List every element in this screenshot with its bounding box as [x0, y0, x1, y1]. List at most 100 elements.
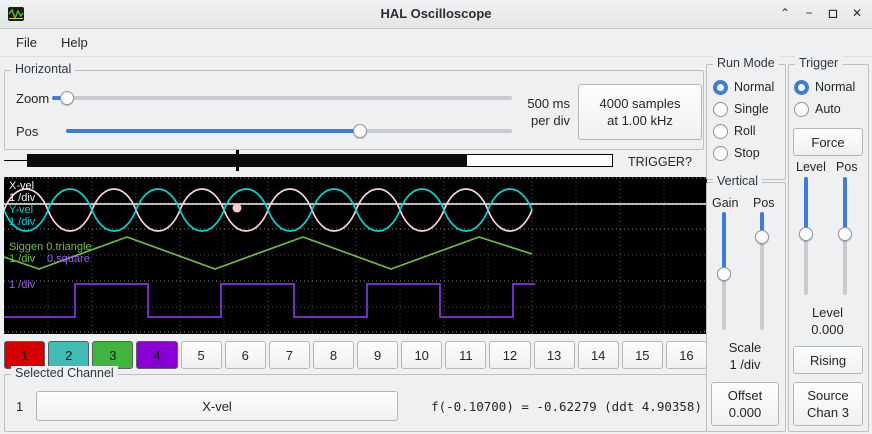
- force-button[interactable]: Force: [793, 128, 863, 156]
- channel-button-1[interactable]: 1: [4, 341, 46, 369]
- channel-button-15[interactable]: 15: [621, 341, 663, 369]
- vertical-gain-slider-handle[interactable]: [717, 267, 731, 281]
- trigger-point-dot[interactable]: [232, 203, 242, 213]
- trigger-edge-button[interactable]: Rising: [793, 346, 863, 374]
- ch4-trace: [4, 283, 535, 318]
- zoom-slider-fill: [52, 96, 67, 100]
- scope-display[interactable]: [3, 177, 707, 334]
- radio-icon[interactable]: [713, 79, 728, 95]
- radio-label: Single: [734, 102, 769, 116]
- menu-help[interactable]: Help: [60, 35, 88, 50]
- run-mode-option-normal[interactable]: Normal: [713, 79, 774, 95]
- samples-button[interactable]: 4000 samples at 1.00 kHz: [578, 84, 702, 140]
- zoom-slider-handle[interactable]: [60, 91, 74, 105]
- radio-label: Normal: [734, 80, 775, 94]
- samples-rate: at 1.00 kHz: [607, 113, 673, 128]
- capture-data-extent[interactable]: [27, 154, 467, 167]
- ch2-div-label: 1 /div: [9, 216, 36, 228]
- channel-button-13[interactable]: 13: [533, 341, 575, 369]
- trigger-position-marker[interactable]: [236, 150, 239, 171]
- run-mode-group: Run Mode: [706, 56, 786, 180]
- selected-channel-name-label: X-vel: [202, 398, 232, 414]
- vertical-pos-slider[interactable]: [755, 212, 769, 330]
- trigger-option-normal[interactable]: Normal: [794, 79, 855, 95]
- run-mode-option-roll[interactable]: Roll: [713, 123, 756, 139]
- ch2-name-label: Y-vel: [9, 204, 34, 216]
- vertical-scale-label: Scale: [728, 340, 762, 355]
- radio-icon[interactable]: [713, 101, 728, 117]
- trigger-source-value: Chan 3: [807, 405, 849, 420]
- channel-button-5[interactable]: 5: [180, 341, 222, 369]
- vertical-gain-slider-label: Gain: [712, 196, 739, 210]
- trigger-pos-slider-handle[interactable]: [838, 227, 852, 241]
- ch3-trace: [3, 236, 533, 270]
- channel-button-7[interactable]: 7: [268, 341, 310, 369]
- trigger-question-label: TRIGGER?: [628, 155, 692, 169]
- ch4-div-label: 1 /div: [9, 279, 36, 291]
- trigger-pos-slider[interactable]: [838, 177, 852, 295]
- titlebar[interactable]: HAL Oscilloscope ⌃ − ◻ ✕: [0, 0, 872, 29]
- channel-button-10[interactable]: 10: [401, 341, 443, 369]
- channel-button-9[interactable]: 9: [357, 341, 399, 369]
- trigger-source-button[interactable]: Source Chan 3: [793, 382, 863, 426]
- radio-label: Roll: [734, 124, 756, 138]
- channel-button-12[interactable]: 12: [489, 341, 531, 369]
- channel-button-11[interactable]: 11: [445, 341, 487, 369]
- radio-icon[interactable]: [794, 101, 809, 117]
- zoom-label: Zoom: [16, 91, 50, 106]
- capture-view-window[interactable]: [466, 154, 613, 167]
- trigger-level-slider[interactable]: [799, 177, 813, 295]
- vertical-gain-slider[interactable]: [717, 212, 731, 330]
- timebase-per-div-value: 500 ms: [527, 96, 570, 111]
- pos-slider[interactable]: [66, 123, 512, 139]
- vertical-gain-slider-fill: [722, 212, 726, 274]
- trigger-level-slider-handle[interactable]: [799, 227, 813, 241]
- radio-icon[interactable]: [794, 79, 809, 95]
- channel-button-16[interactable]: 16: [665, 341, 707, 369]
- ch2-trace: [3, 188, 533, 232]
- trigger-edge-label: Rising: [809, 352, 847, 368]
- samples-count: 4000 samples: [599, 96, 681, 111]
- zoom-slider[interactable]: [52, 90, 512, 106]
- radio-icon[interactable]: [713, 145, 728, 161]
- timebase-readout: 500 ms per div: [498, 95, 570, 129]
- trigger-group-title: Trigger: [795, 56, 843, 70]
- maximize-icon[interactable]: ◻: [828, 6, 838, 20]
- vertical-group-title: Vertical: [713, 174, 762, 188]
- trigger-pos-slider-label: Pos: [836, 160, 858, 174]
- radio-label: Normal: [815, 80, 856, 94]
- trigger-level-readout-label: Level: [811, 305, 844, 320]
- selected-channel-name-button[interactable]: X-vel: [36, 391, 398, 421]
- run-mode-option-single[interactable]: Single: [713, 101, 769, 117]
- run-mode-option-stop[interactable]: Stop: [713, 145, 760, 161]
- vertical-pos-slider-handle[interactable]: [755, 230, 769, 244]
- horizontal-group: Horizontal: [4, 62, 704, 150]
- ch3-div-label: 1 /div: [9, 253, 36, 265]
- zoom-slider-track[interactable]: [52, 96, 512, 100]
- shade-icon[interactable]: ⌃: [779, 6, 791, 20]
- radio-icon[interactable]: [713, 123, 728, 139]
- channel-button-14[interactable]: 14: [577, 341, 619, 369]
- vertical-offset-button[interactable]: Offset 0.000: [711, 382, 779, 426]
- channel-button-6[interactable]: 6: [224, 341, 266, 369]
- channel-button-8[interactable]: 8: [312, 341, 354, 369]
- app-icon: [8, 6, 24, 22]
- vertical-group: Vertical: [706, 174, 786, 432]
- menu-file[interactable]: File: [16, 35, 37, 50]
- channel-button-2[interactable]: 2: [48, 341, 90, 369]
- channel-button-4[interactable]: 4: [136, 341, 178, 369]
- ch1-div-label: 1 /div: [9, 192, 36, 204]
- minimize-icon[interactable]: −: [805, 6, 813, 20]
- run-mode-group-title: Run Mode: [713, 56, 779, 70]
- close-icon[interactable]: ✕: [851, 6, 863, 20]
- window-title: HAL Oscilloscope: [380, 6, 492, 21]
- trigger-option-auto[interactable]: Auto: [794, 101, 841, 117]
- channel-value-readout: f(-0.10700) = -0.62279 (ddt 4.90358): [431, 399, 702, 414]
- vertical-pos-slider-track[interactable]: [760, 212, 764, 330]
- timebase-per-div-label: per div: [530, 113, 570, 128]
- menubar: File Help: [0, 29, 872, 57]
- pos-slider-handle[interactable]: [353, 124, 367, 138]
- vertical-scale-value: 1 /div: [729, 357, 761, 372]
- channel-button-3[interactable]: 3: [92, 341, 134, 369]
- scope-canvas: [3, 177, 707, 334]
